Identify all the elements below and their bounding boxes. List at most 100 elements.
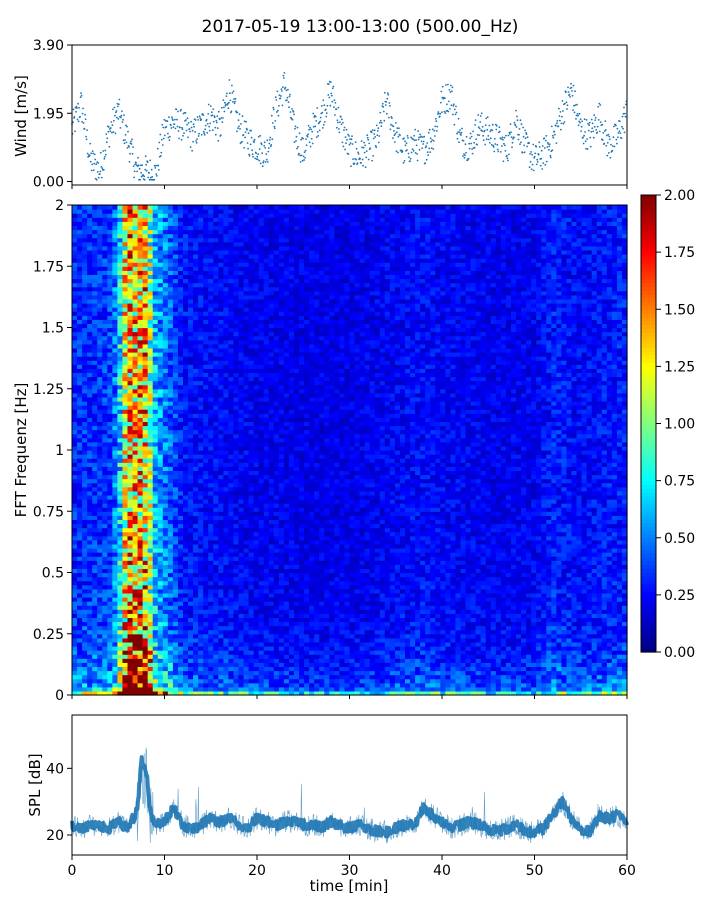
spectrogram-cell [167,617,174,623]
spectrogram-cell [137,213,144,218]
spectrogram-cell [208,258,214,263]
spectrogram-cell [208,633,214,639]
spectrogram-cell [117,478,124,484]
spectrogram-cell [92,413,98,418]
spectrogram-cell [107,298,113,304]
wind-point [82,122,85,124]
spectrogram-cell [107,584,113,590]
spectrogram-cell [132,629,139,635]
wind-point [505,134,507,137]
spectrogram-cell [72,556,78,561]
spectrogram-cell [162,433,169,439]
wind-point [413,139,416,142]
spectrogram-cell [102,531,108,537]
spectrogram-cell [198,205,204,210]
wind-point [323,121,326,123]
spectrogram-cell [203,388,209,394]
spectrogram-cell [127,572,134,578]
spectrogram-cell [112,613,119,619]
spectrogram-cell [223,270,230,276]
wind-point [221,121,224,123]
spectrogram-cell [102,237,108,243]
spectrogram-cell [177,343,184,349]
spectrogram-cell [102,376,108,382]
spectrogram-cell [107,360,113,365]
wind-point [231,84,233,87]
wind-point [260,143,263,146]
spectrogram-cell [188,364,194,369]
wind-point [458,141,460,144]
spectrogram-cell [82,494,88,500]
spectrogram-cell [198,572,204,578]
spectrogram-cell [198,327,204,333]
spectrogram-cell [177,417,184,423]
spectrogram-cell [157,213,164,218]
spectrogram-cell [92,221,98,227]
spectrogram-cell [152,572,159,578]
wind-point [529,152,531,155]
spectrogram-cell [203,421,209,427]
spectrogram-cell [132,686,139,692]
spectrogram-cell [137,666,144,672]
spectrogram-cell [183,307,189,312]
wind-point [258,148,261,150]
spectrogram-cell [203,392,209,398]
spectrogram-cell [167,556,174,561]
wind-point [448,88,451,91]
wind-point [590,131,593,133]
wind-point [610,143,612,146]
spectrogram-cell [137,535,144,541]
wind-point [371,129,374,132]
wind-point [574,90,576,93]
spectrogram-cell [177,580,184,586]
spectrogram-cell [107,274,113,280]
spectrogram-cell [198,531,204,537]
spectrogram-cell [177,527,184,533]
spectrogram-cell [167,601,174,606]
spectrogram-cell [167,458,174,463]
spectrogram-cell [147,331,154,337]
spectrogram-cell [87,560,93,565]
spectrogram-cell [218,319,224,325]
wind-point [189,130,192,133]
wind-point [533,155,536,158]
spectrogram-cell [142,233,149,239]
wind-point [84,118,87,121]
spectrogram-cell [137,454,144,459]
spectrogram-cell [92,564,98,570]
spectrogram-cell [112,364,119,369]
spectrogram-cell [208,511,214,516]
spectrogram-cell [193,368,199,374]
spectrogram-cell [172,303,179,308]
spectrogram-cell [142,674,149,680]
spectrogram-cell [82,576,88,582]
wind-point [247,132,250,135]
spectrogram-cell [152,217,159,222]
spectrogram-cell [228,499,235,504]
spectrogram-cell [127,674,134,680]
spectrogram-cell [92,633,98,639]
spectrogram-cell [142,466,149,472]
spectrogram-cell [218,327,224,333]
wind-point [547,149,550,151]
spectrogram-cell [223,298,230,304]
spectrogram-cell [188,311,194,316]
spectrogram-cell [193,445,199,451]
spectrogram-cell [122,650,129,655]
spectrogram-cell [193,409,199,414]
spectrogram-cell [102,356,108,361]
spectrogram-cell [223,458,230,463]
wind-point [103,156,106,158]
spectrogram-cell [223,343,230,349]
spectrogram-cell [92,499,98,504]
spectrogram-cell [152,258,159,263]
spectrogram-cell [77,662,83,668]
spectrogram-cell [77,368,83,374]
spectrogram-cell [142,396,149,402]
spectrogram-cell [223,543,230,549]
wind-point [509,123,512,126]
spectrogram-cell [167,690,174,696]
spectrogram-cell [117,670,124,676]
wind-point [209,122,212,125]
wind-point [281,90,283,92]
